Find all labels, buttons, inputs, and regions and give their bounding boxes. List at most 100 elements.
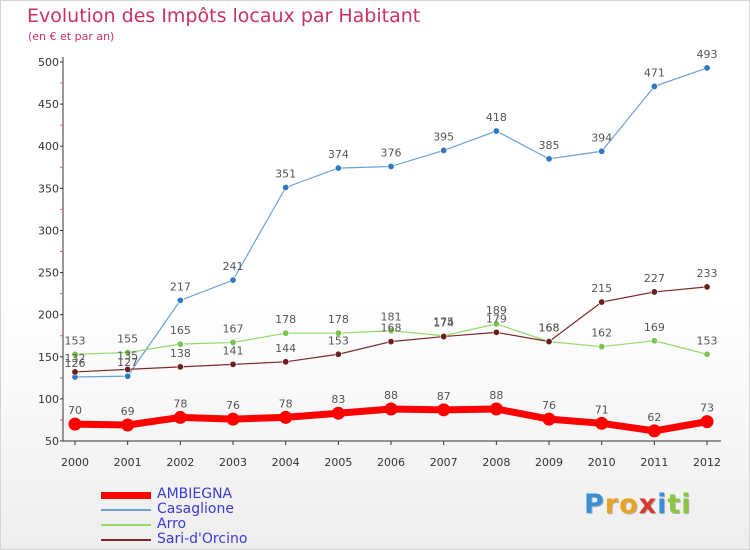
- data-label-sari-d-orcino: 132: [65, 352, 86, 365]
- chart-title: Evolution des Impôts locaux par Habitant: [27, 5, 421, 27]
- data-label-ambiegna: 69: [121, 405, 135, 418]
- x-tick-label: 2008: [482, 456, 510, 469]
- x-tick-label: 2004: [272, 456, 300, 469]
- logo-letter: i: [657, 489, 668, 520]
- data-point-sari-d-orcino: [387, 338, 395, 346]
- data-point-arro: [703, 350, 711, 358]
- data-label-ambiegna: 70: [68, 404, 82, 417]
- data-point-sari-d-orcino: [545, 338, 553, 346]
- data-point-casaglione: [334, 164, 342, 172]
- data-point-casaglione: [492, 127, 500, 135]
- data-label-arro: 155: [117, 333, 138, 346]
- data-point-arro: [334, 329, 342, 337]
- data-point-arro: [176, 340, 184, 348]
- data-label-casaglione: 418: [486, 111, 507, 124]
- x-tick-label: 2005: [324, 456, 352, 469]
- data-point-sari-d-orcino: [334, 350, 342, 358]
- data-point-casaglione: [282, 183, 290, 191]
- data-label-ambiegna: 83: [331, 393, 345, 406]
- data-label-sari-d-orcino: 168: [381, 322, 402, 335]
- data-label-arro: 178: [328, 313, 349, 326]
- data-label-arro: 175: [433, 316, 454, 329]
- data-label-casaglione: 395: [433, 130, 454, 143]
- logo-letter: r: [604, 489, 620, 520]
- data-point-sari-d-orcino: [440, 333, 448, 341]
- data-label-arro: 153: [697, 334, 718, 347]
- data-point-arro: [598, 343, 606, 351]
- data-label-ambiegna: 76: [226, 399, 240, 412]
- data-label-casaglione: 374: [328, 148, 349, 161]
- data-point-ambiegna: [700, 415, 714, 429]
- data-label-sari-d-orcino: 174: [433, 317, 454, 330]
- data-point-sari-d-orcino: [650, 288, 658, 296]
- data-label-arro: 178: [275, 313, 296, 326]
- y-tick-label: 50: [45, 435, 59, 448]
- data-point-arro: [124, 349, 132, 357]
- y-tick-label: 450: [38, 98, 59, 111]
- data-label-ambiegna: 87: [437, 390, 451, 403]
- x-tick-label: 2011: [640, 456, 668, 469]
- data-point-casaglione: [650, 82, 658, 90]
- y-tick-label: 400: [38, 140, 59, 153]
- data-point-sari-d-orcino: [124, 365, 132, 373]
- legend-swatch: [101, 491, 151, 499]
- legend-label: Casaglione: [157, 501, 234, 517]
- x-tick-label: 2006: [377, 456, 405, 469]
- data-point-sari-d-orcino: [598, 298, 606, 306]
- data-point-sari-d-orcino: [176, 363, 184, 371]
- data-label-casaglione: 376: [381, 146, 402, 159]
- data-point-ambiegna: [542, 412, 556, 426]
- data-label-ambiegna: 88: [384, 389, 398, 402]
- data-point-casaglione: [229, 276, 237, 284]
- logo-letter: P: [584, 489, 605, 520]
- logo-letter: t: [667, 489, 682, 520]
- data-point-ambiegna: [647, 424, 661, 438]
- data-label-ambiegna: 62: [647, 411, 661, 424]
- data-point-arro: [71, 350, 79, 358]
- data-point-ambiegna: [489, 402, 503, 416]
- legend-swatch: [101, 539, 151, 541]
- data-point-casaglione: [124, 372, 132, 380]
- data-point-ambiegna: [121, 418, 135, 432]
- logo-letter: i: [681, 489, 692, 520]
- data-point-casaglione: [703, 64, 711, 72]
- data-point-sari-d-orcino: [229, 360, 237, 368]
- data-point-arro: [387, 327, 395, 335]
- data-point-casaglione: [387, 162, 395, 170]
- data-label-ambiegna: 78: [173, 397, 187, 410]
- data-label-sari-d-orcino: 153: [328, 334, 349, 347]
- data-label-casaglione: 126: [65, 357, 86, 370]
- data-label-arro: 189: [486, 304, 507, 317]
- data-label-casaglione: 351: [275, 167, 296, 180]
- data-label-arro: 169: [644, 321, 665, 334]
- data-point-casaglione: [545, 155, 553, 163]
- data-label-ambiegna: 76: [542, 399, 556, 412]
- x-tick-label: 2012: [693, 456, 721, 469]
- data-point-sari-d-orcino: [71, 368, 79, 376]
- proxiti-logo: Proxiti: [584, 489, 692, 520]
- x-tick-label: 2003: [219, 456, 247, 469]
- data-point-ambiegna: [173, 410, 187, 424]
- data-label-ambiegna: 71: [595, 403, 609, 416]
- data-label-sari-d-orcino: 168: [539, 322, 560, 335]
- data-label-sari-d-orcino: 233: [697, 267, 718, 280]
- data-label-casaglione: 493: [697, 48, 718, 61]
- data-label-casaglione: 385: [539, 139, 560, 152]
- data-label-arro: 167: [223, 322, 244, 335]
- legend-label: AMBIEGNA: [157, 486, 233, 502]
- data-point-ambiegna: [595, 416, 609, 430]
- data-label-sari-d-orcino: 141: [223, 344, 244, 357]
- data-label-arro: 181: [381, 311, 402, 324]
- data-label-casaglione: 127: [117, 356, 138, 369]
- chart-subtitle: (en € et par an): [28, 30, 115, 43]
- y-tick-label: 300: [38, 224, 59, 237]
- data-point-ambiegna: [279, 410, 293, 424]
- data-point-ambiegna: [331, 406, 345, 420]
- x-tick-label: 2010: [588, 456, 616, 469]
- logo-letter: o: [619, 489, 639, 520]
- x-tick-label: 2002: [166, 456, 194, 469]
- data-label-sari-d-orcino: 215: [591, 282, 612, 295]
- data-label-ambiegna: 88: [489, 389, 503, 402]
- y-tick-label: 150: [38, 351, 59, 364]
